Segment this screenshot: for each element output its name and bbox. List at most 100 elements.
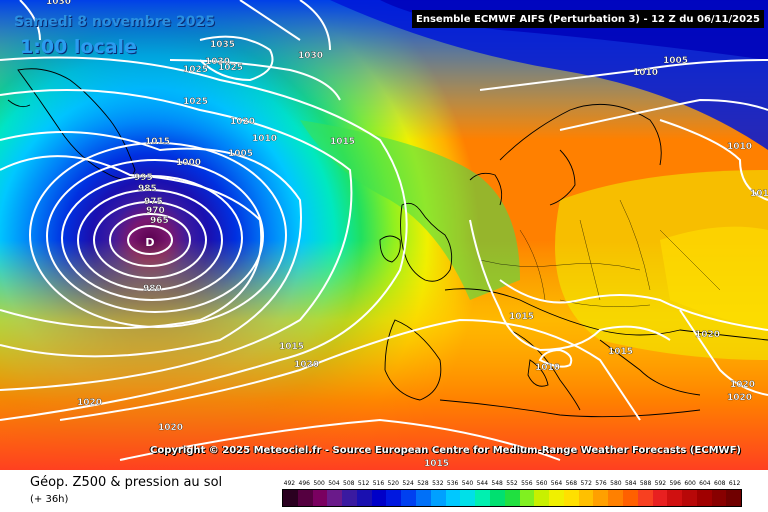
isobar-label: 1020 bbox=[230, 117, 255, 127]
scale-swatch bbox=[386, 490, 402, 506]
scale-swatch bbox=[327, 490, 343, 506]
forecast-map: D 1030 1035 1030 1025 1030 1025 1025 102… bbox=[0, 0, 768, 470]
scale-label: 612 bbox=[728, 480, 741, 487]
scale-swatch bbox=[534, 490, 550, 506]
forecast-date: Samedi 8 novembre 2025 bbox=[14, 14, 215, 30]
scale-label: 492 bbox=[283, 480, 296, 487]
isobar-label: 1020 bbox=[730, 380, 755, 390]
isobar-label: 970 bbox=[146, 206, 165, 216]
scale-label: 568 bbox=[565, 480, 578, 487]
scale-labels: 492 496 500 504 508 512 516 520 524 528 532 536 540 5… bbox=[282, 480, 742, 489]
scale-swatch bbox=[696, 490, 712, 506]
forecast-local-time: 1:00 locale bbox=[20, 36, 137, 58]
scale-label: 504 bbox=[328, 480, 340, 487]
ridge-core bbox=[660, 226, 768, 330]
scale-label: 580 bbox=[610, 480, 622, 487]
isobar-label: 1015 bbox=[509, 312, 534, 322]
scale-swatch bbox=[371, 490, 387, 506]
scale-bar bbox=[282, 489, 742, 507]
scale-swatch bbox=[608, 490, 623, 506]
isobar-label: 1015 bbox=[279, 342, 304, 352]
scale-label: 596 bbox=[669, 480, 681, 487]
scale-label: 540 bbox=[461, 480, 474, 487]
copyright-notice: Copyright © 2025 Meteociel.fr - Source E… bbox=[150, 445, 741, 456]
scale-swatch bbox=[489, 490, 505, 506]
scale-swatch bbox=[682, 490, 697, 506]
isobar-label: 985 bbox=[138, 184, 157, 194]
scale-label: 572 bbox=[580, 480, 592, 487]
isobar-label: 1015 bbox=[145, 137, 170, 147]
isobar-label: 1020 bbox=[727, 393, 752, 403]
scale-label: 608 bbox=[714, 480, 726, 487]
scale-label: 556 bbox=[521, 480, 533, 487]
scale-swatch bbox=[445, 490, 461, 506]
isobar-label: 1020 bbox=[695, 330, 720, 340]
isobar-label: 1015 bbox=[608, 347, 633, 357]
isobar-label: 1020 bbox=[294, 360, 319, 370]
scale-label: 560 bbox=[535, 480, 548, 487]
lead-time: (+ 36h) bbox=[30, 494, 69, 505]
scale-label: 604 bbox=[699, 480, 711, 487]
scale-swatch bbox=[416, 490, 431, 506]
isobar-labels: 1030 1035 1030 1025 1030 1025 1025 1020 … bbox=[46, 0, 768, 469]
isobar-label: 1015 bbox=[424, 459, 449, 469]
scale-swatch bbox=[475, 490, 490, 506]
scale-swatch bbox=[652, 490, 668, 506]
scale-swatch bbox=[312, 490, 328, 506]
scale-swatch bbox=[549, 490, 564, 506]
scale-label: 512 bbox=[357, 480, 370, 487]
scale-label: 500 bbox=[313, 480, 325, 487]
scale-label: 576 bbox=[595, 480, 607, 487]
scale-swatch bbox=[593, 490, 609, 506]
isobar-label: 1030 bbox=[298, 51, 323, 61]
scale-swatch bbox=[637, 490, 653, 506]
scale-swatch bbox=[519, 490, 535, 506]
isobar-label: 1025 bbox=[183, 97, 208, 107]
scale-swatch bbox=[504, 490, 520, 506]
legend-panel: Géop. Z500 & pression au sol (+ 36h) 492… bbox=[0, 470, 768, 512]
isobar-label: 1010 bbox=[727, 142, 752, 152]
scale-swatch bbox=[356, 490, 372, 506]
scale-label: 592 bbox=[654, 480, 667, 487]
scale-label: 544 bbox=[476, 480, 489, 487]
scale-swatch bbox=[283, 490, 298, 506]
isobar-label: 1015 bbox=[330, 137, 355, 147]
scale-swatch bbox=[342, 490, 357, 506]
isobar-label: 1030 bbox=[46, 0, 71, 7]
isobar-label: 965 bbox=[150, 216, 169, 226]
isobar-label: 980 bbox=[143, 284, 162, 294]
isobar-label: 1000 bbox=[176, 158, 201, 168]
isobar-label: 1030 bbox=[205, 57, 230, 67]
scale-label: 548 bbox=[491, 480, 503, 487]
scale-label: 536 bbox=[446, 480, 459, 487]
scale-label: 524 bbox=[402, 480, 414, 487]
scale-swatch bbox=[578, 490, 594, 506]
scale-swatch bbox=[711, 490, 727, 506]
scale-label: 600 bbox=[684, 480, 696, 487]
isobar-label: 1025 bbox=[183, 65, 208, 75]
isobar-label: 1010 bbox=[633, 68, 658, 78]
scale-swatch bbox=[297, 490, 313, 506]
isobar-label: 1005 bbox=[228, 149, 253, 159]
scale-label: 516 bbox=[372, 480, 385, 487]
isobars bbox=[0, 0, 768, 460]
scale-label: 584 bbox=[624, 480, 637, 487]
scale-label: 552 bbox=[506, 480, 518, 487]
scale-label: 588 bbox=[639, 480, 652, 487]
isobar-label: 1020 bbox=[77, 398, 102, 408]
scale-label: 508 bbox=[343, 480, 355, 487]
scale-swatch bbox=[430, 490, 446, 506]
scale-swatch bbox=[563, 490, 579, 506]
isobar-label: 1025 bbox=[218, 63, 243, 73]
color-scale: 492 496 500 504 508 512 516 520 524 528 532 536 540 5… bbox=[282, 480, 742, 507]
low-center-marker: D bbox=[145, 236, 154, 249]
scale-swatch bbox=[622, 490, 638, 506]
scale-swatch bbox=[460, 490, 476, 506]
scale-label: 532 bbox=[432, 480, 444, 487]
scale-swatch bbox=[726, 490, 742, 506]
scale-swatch bbox=[667, 490, 683, 506]
ridge-green bbox=[300, 120, 520, 300]
isobar-label: 1010 bbox=[535, 363, 560, 373]
scale-label: 496 bbox=[298, 480, 310, 487]
